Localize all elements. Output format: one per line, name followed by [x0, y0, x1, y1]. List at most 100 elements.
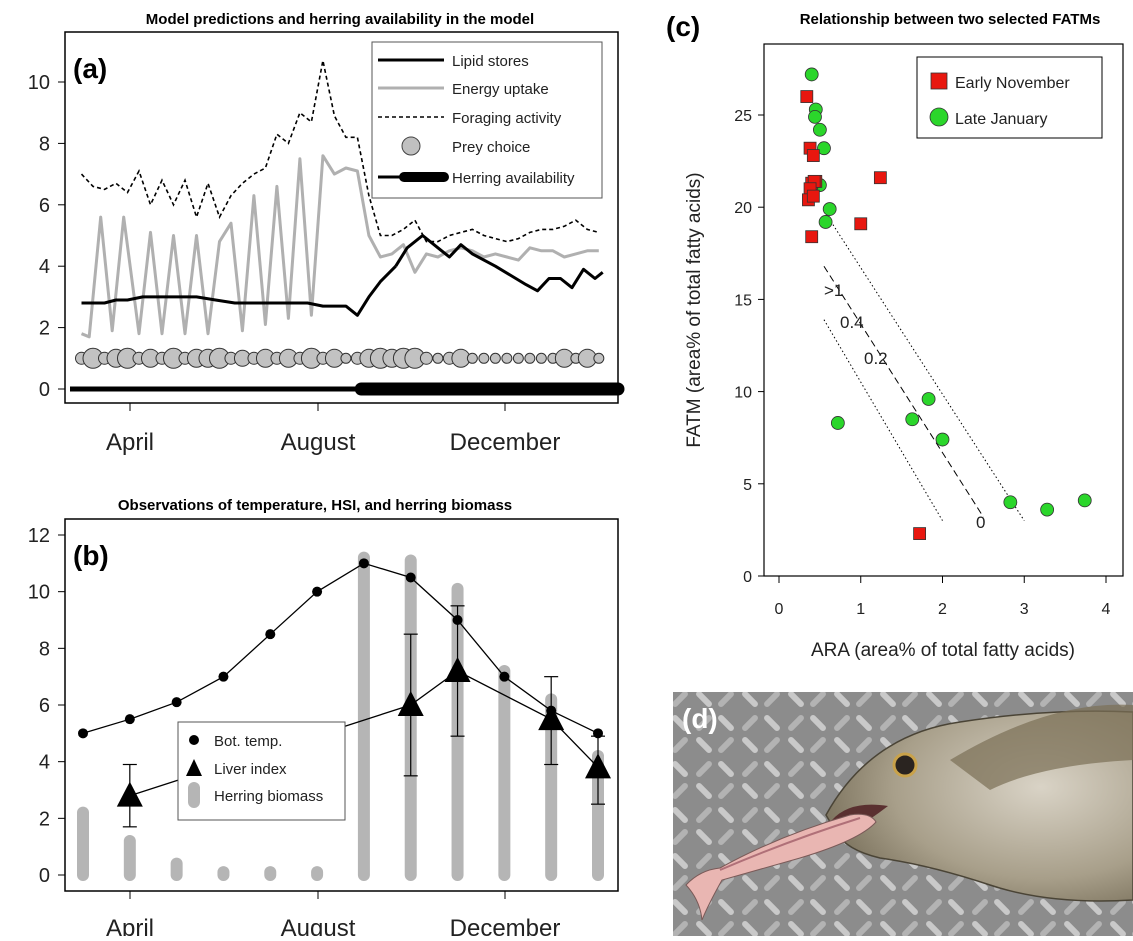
bot-temp-point — [405, 572, 416, 583]
legend-foraging-label: Foraging activity — [452, 110, 562, 127]
panel-a-plot — [70, 60, 625, 396]
legend-herring-label: Herring biomass — [214, 788, 323, 805]
series-lipid-stores — [394, 234, 604, 293]
panel-b-legend: Bot. temp. Liver index Herring biomass — [177, 721, 346, 821]
x-tick-label: December — [450, 915, 561, 936]
legend-temp-label: Bot. temp. — [214, 733, 282, 750]
bot-temp-point — [312, 586, 323, 597]
prey-choice-point — [512, 352, 524, 364]
late-january-point — [804, 67, 819, 82]
x-tick-label: December — [450, 429, 561, 456]
panel-b: Observations of temperature, HSI, and he… — [28, 497, 619, 941]
late-january-point — [1077, 493, 1092, 508]
legend-liver-label: Liver index — [214, 761, 287, 778]
bot-temp-point — [124, 714, 135, 725]
series-bot-temp — [82, 562, 599, 734]
panel-d-label: (d) — [682, 703, 718, 734]
panel-c-label: (c) — [666, 11, 700, 42]
bot-temp-point — [358, 558, 369, 569]
panel-b-frame — [64, 518, 619, 892]
y-tick-label: 0 — [39, 865, 50, 887]
legend-nov-square — [930, 72, 948, 90]
early-november-point — [854, 217, 868, 231]
liver-index-point — [444, 657, 471, 682]
panel-c-xlabel: ARA (area% of total fatty acids) — [811, 640, 1075, 661]
late-january-point — [905, 412, 920, 427]
x-tick-label: 0 — [775, 601, 784, 618]
y-tick-label: 6 — [39, 195, 50, 217]
isoline-label-02: 0.2 — [864, 349, 888, 368]
prey-choice-point — [340, 352, 352, 364]
early-november-point — [805, 230, 819, 244]
early-november-point — [873, 171, 887, 185]
panel-c-legend: Early November Late January — [916, 56, 1103, 139]
y-tick-label: 10 — [28, 72, 50, 94]
y-tick-label: 4 — [39, 256, 50, 278]
isoline — [825, 214, 1025, 521]
legend-nov-label: Early November — [955, 75, 1070, 92]
legend-energy-label: Energy uptake — [452, 81, 549, 98]
prey-choice-point — [593, 352, 605, 364]
legend-lipid-label: Lipid stores — [452, 53, 529, 70]
prey-choice-point — [419, 351, 433, 365]
cod-back — [950, 704, 1133, 790]
legend-box — [916, 56, 1103, 139]
panel-b-plot — [77, 551, 611, 881]
x-tick-label: April — [106, 915, 154, 936]
prey-choice-point — [535, 352, 547, 364]
late-january-point — [935, 432, 950, 447]
y-tick-label: 25 — [734, 108, 752, 125]
bot-temp-point — [265, 629, 276, 640]
legend-liver-triangle — [186, 759, 202, 776]
y-tick-label: 12 — [28, 525, 50, 547]
liver-index-point — [585, 753, 611, 779]
cod-eye — [892, 752, 918, 778]
panel-a-label: (a) — [73, 53, 107, 84]
isoline — [823, 265, 984, 518]
x-tick-label: August — [281, 915, 356, 936]
prey-choice-point — [478, 352, 490, 364]
panel-a-x-axis: April August December — [106, 403, 560, 456]
panel-b-title: Observations of temperature, HSI, and he… — [118, 497, 512, 514]
prey-choice-point — [466, 352, 478, 364]
legend-jan-label: Late January — [955, 111, 1048, 128]
early-november-point — [806, 189, 820, 203]
y-tick-label: 2 — [39, 318, 50, 340]
late-january-point — [1003, 495, 1018, 510]
isoline-label-0: 0 — [976, 513, 985, 532]
panel-b-label: (b) — [73, 540, 109, 571]
panel-c-y-axis: 0 5 10 15 20 25 — [734, 108, 765, 586]
y-tick-label: 15 — [734, 292, 752, 309]
x-tick-label: 2 — [938, 601, 947, 618]
y-tick-label: 0 — [39, 379, 50, 401]
y-tick-label: 4 — [39, 752, 50, 774]
panel-c: (c) Relationship between two selected FA… — [666, 11, 1124, 661]
early-november-point — [806, 149, 820, 162]
prey-choice-point — [524, 352, 536, 364]
y-tick-label: 8 — [39, 133, 50, 155]
panel-d: (d) — [673, 692, 1133, 936]
legend-temp-dot — [189, 735, 199, 745]
legend-prey-label: Prey choice — [452, 139, 530, 156]
bot-temp-point — [218, 671, 229, 682]
series-foraging-activity — [80, 60, 600, 243]
y-tick-label: 2 — [39, 808, 50, 830]
panel-a-legend: Lipid stores Energy uptake Foraging acti… — [371, 41, 603, 199]
series-energy-uptake — [80, 154, 599, 339]
legend-herring-label: Herring availability — [452, 170, 575, 187]
legend-prey-circle — [401, 136, 421, 156]
prey-choice-point — [432, 352, 444, 364]
y-tick-label: 8 — [39, 638, 50, 660]
panel-a-y-axis: 0 2 4 6 8 10 — [28, 72, 66, 401]
isoline — [823, 319, 943, 521]
y-tick-label: 10 — [28, 582, 50, 604]
herring-lateral — [719, 817, 861, 871]
y-tick-label: 0 — [743, 569, 752, 586]
x-tick-label: 3 — [1020, 601, 1029, 618]
liver-index-point — [538, 705, 565, 731]
late-january-point — [818, 215, 833, 229]
late-january-point — [808, 109, 822, 124]
y-tick-label: 20 — [734, 200, 752, 217]
panel-b-x-axis: April August December — [106, 891, 561, 941]
late-january-point — [830, 416, 845, 430]
